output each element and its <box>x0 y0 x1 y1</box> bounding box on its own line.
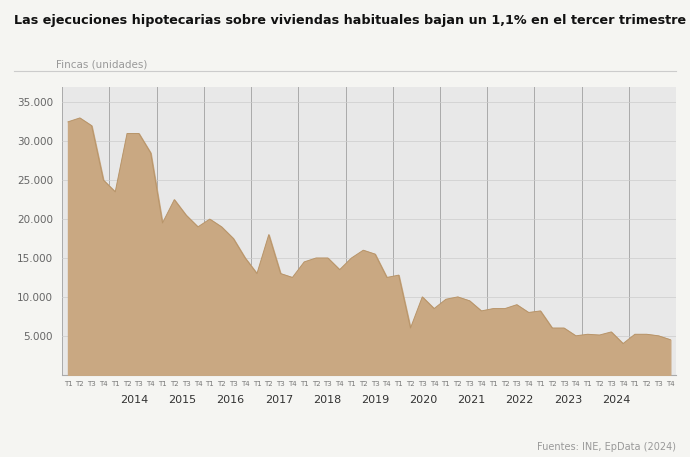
Text: 2015: 2015 <box>168 395 197 405</box>
Text: Las ejecuciones hipotecarias sobre viviendas habituales bajan un 1,1% en el terc: Las ejecuciones hipotecarias sobre vivie… <box>14 14 686 27</box>
Text: 2014: 2014 <box>120 395 148 405</box>
Text: 2017: 2017 <box>265 395 293 405</box>
Text: 2024: 2024 <box>602 395 630 405</box>
Text: 2023: 2023 <box>553 395 582 405</box>
Text: Fincas (unidades): Fincas (unidades) <box>56 59 148 69</box>
Text: 2022: 2022 <box>506 395 534 405</box>
Text: Fuentes: INE, EpData (2024): Fuentes: INE, EpData (2024) <box>538 442 676 452</box>
Text: 2020: 2020 <box>409 395 437 405</box>
Text: 2018: 2018 <box>313 395 341 405</box>
Text: 2019: 2019 <box>361 395 389 405</box>
Text: 2016: 2016 <box>217 395 245 405</box>
Text: 2021: 2021 <box>457 395 486 405</box>
